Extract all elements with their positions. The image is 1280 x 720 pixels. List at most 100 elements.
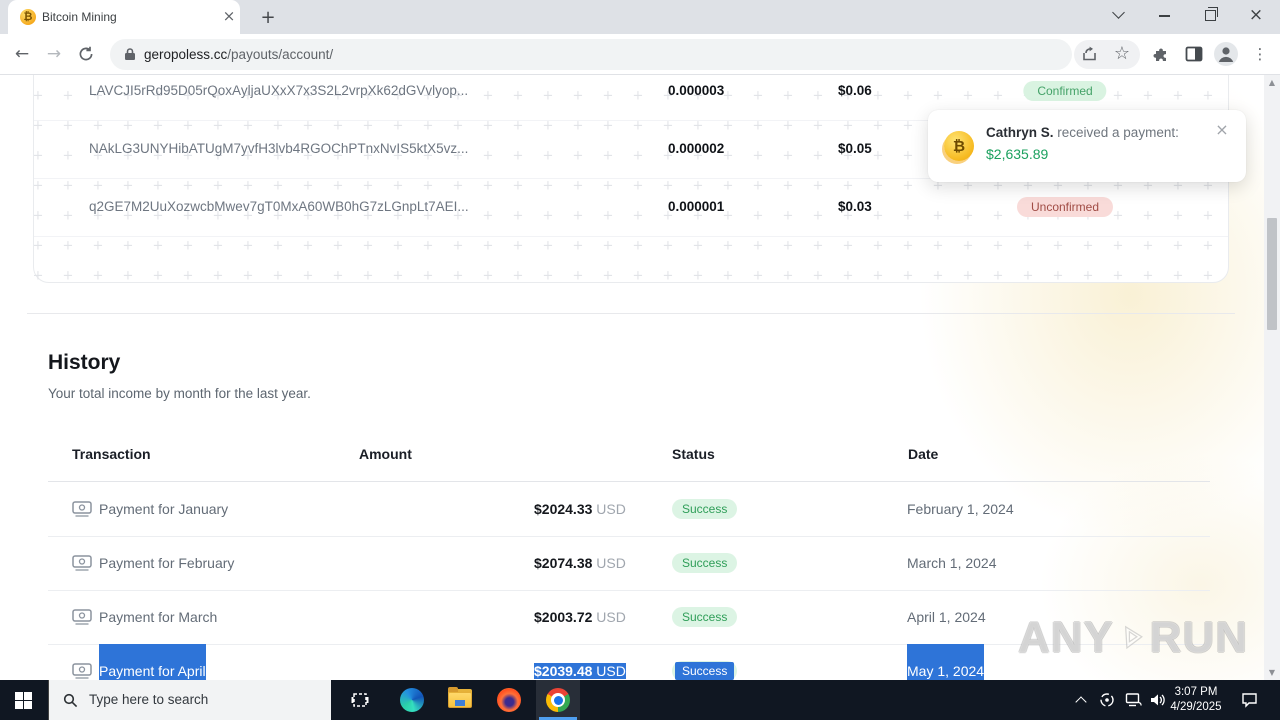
pattern-plus-icon: + (34, 118, 44, 134)
taskbar-edge-button[interactable] (390, 680, 434, 720)
pattern-plus-icon: + (572, 268, 584, 283)
notification-close-icon[interactable]: × (1215, 120, 1229, 139)
back-button[interactable]: ← (14, 44, 30, 64)
pattern-plus-icon: + (1052, 238, 1064, 254)
action-center-button[interactable] (1236, 680, 1262, 720)
pattern-plus-icon: + (362, 238, 374, 254)
pattern-plus-icon: + (662, 88, 674, 104)
pattern-plus-icon: + (1202, 178, 1214, 194)
pattern-plus-icon: + (902, 238, 914, 254)
browser-toolbar: ← → geropoless.cc/payouts/account/ ☆ ⋮ (0, 34, 1280, 75)
pattern-plus-icon: + (512, 88, 524, 104)
pattern-plus-icon: + (812, 118, 824, 134)
pattern-plus-icon: + (692, 208, 704, 224)
pattern-plus-icon: + (122, 208, 134, 224)
pattern-plus-icon: + (362, 88, 374, 104)
pattern-plus-icon: + (242, 178, 254, 194)
history-row[interactable]: Payment for March $2003.72 USD Success Apri… (48, 590, 1210, 644)
transaction-label: Payment for April (99, 644, 206, 680)
tab-close-icon[interactable]: × (222, 7, 236, 25)
address-bar[interactable]: geropoless.cc/payouts/account/ (110, 39, 1072, 70)
taskbar-chrome-button[interactable] (536, 680, 580, 720)
side-panel-icon[interactable] (1178, 34, 1210, 74)
browser-menu-icon[interactable]: ⋮ (1252, 45, 1268, 63)
pattern-plus-icon: + (182, 178, 194, 194)
bookmark-star-icon[interactable]: ☆ (1113, 43, 1131, 64)
pattern-plus-icon: + (842, 88, 854, 104)
pattern-plus-icon: + (572, 88, 584, 104)
amount-value: $2074.38 (534, 555, 593, 571)
pattern-plus-icon: + (242, 208, 254, 224)
pattern-plus-icon: + (572, 238, 584, 254)
tab-search-chevron-icon[interactable] (1101, 0, 1135, 30)
pattern-plus-icon: + (572, 178, 584, 194)
pattern-plus-icon: + (362, 208, 374, 224)
tray-app-icon[interactable] (1094, 680, 1120, 720)
pattern-plus-icon: + (752, 148, 764, 164)
tray-hidden-icons-button[interactable] (1068, 680, 1094, 720)
pattern-plus-icon: + (662, 148, 674, 164)
pattern-plus-icon: + (212, 238, 224, 254)
history-row[interactable]: Payment for January $2024.33 USD Success Fe… (48, 482, 1210, 536)
background-glow-2 (1040, 455, 1280, 680)
history-row[interactable]: Payment for April $2039.48 USD Success May … (48, 644, 1210, 680)
pattern-plus-icon: + (692, 268, 704, 283)
pattern-plus-icon: + (92, 88, 104, 104)
volume-icon[interactable] (1144, 680, 1170, 720)
pattern-plus-icon: + (34, 208, 44, 224)
window-restore-button[interactable] (1193, 0, 1227, 30)
pattern-plus-icon: + (482, 118, 494, 134)
task-view-button[interactable] (338, 680, 382, 720)
window-minimize-button[interactable] (1147, 0, 1181, 30)
browser-tab-bitcoin-mining[interactable]: ₿ Bitcoin Mining × (8, 0, 240, 34)
taskbar-firefox-button[interactable] (487, 680, 531, 720)
pattern-plus-icon: + (302, 208, 314, 224)
taskbar-search-input[interactable]: Type here to search (48, 680, 331, 720)
pattern-plus-icon: + (422, 208, 434, 224)
window-close-button[interactable]: × (1248, 5, 1264, 25)
amount-cell: $2039.48 USD (534, 644, 626, 680)
pattern-plus-icon: + (542, 118, 554, 134)
pattern-plus-icon: + (152, 118, 164, 134)
chevron-up-icon (1075, 696, 1087, 708)
pattern-plus-icon: + (122, 178, 134, 194)
new-tab-button[interactable]: + (260, 7, 276, 28)
taskbar-file-explorer-button[interactable] (438, 680, 482, 720)
pattern-plus-icon: + (842, 208, 854, 224)
share-button[interactable] (1074, 34, 1106, 74)
history-row[interactable]: Payment for February $2074.38 USD Success M… (48, 536, 1210, 590)
scrollbar[interactable]: ▲ ▼ (1264, 75, 1280, 680)
pattern-plus-icon: + (482, 88, 494, 104)
pattern-plus-icon: + (422, 148, 434, 164)
payout-row[interactable]: LAVCJI5rRd95D05rQoxAyljaUXxX7x3S2L2vrpXk… (34, 75, 1228, 113)
pattern-plus-icon: + (872, 238, 884, 254)
pattern-plus-icon: + (422, 88, 434, 104)
reload-button[interactable] (72, 34, 100, 74)
payout-row[interactable]: q2GE7M2UuXozwcbMwev7gT0MxA60WB0hG7zLGnpL… (34, 185, 1228, 229)
pattern-plus-icon: + (272, 118, 284, 134)
taskbar-clock[interactable]: 3:07 PM 4/29/2025 (1160, 685, 1232, 715)
pattern-plus-icon: + (602, 268, 614, 283)
pattern-plus-icon: + (302, 118, 314, 134)
scroll-down-icon[interactable]: ▼ (1268, 668, 1276, 677)
extensions-icon[interactable] (1146, 34, 1178, 74)
pattern-plus-icon: + (182, 238, 194, 254)
forward-button[interactable]: → (46, 44, 62, 64)
network-icon[interactable] (1120, 680, 1146, 720)
pattern-plus-icon: + (1202, 88, 1214, 104)
payout-row[interactable]: NAkLG3UNYHibATUgM7yvfH3lvb4RGOChPTnxNvIS… (34, 127, 1228, 171)
pattern-plus-icon: + (182, 208, 194, 224)
scrollbar-thumb[interactable] (1267, 218, 1277, 330)
success-badge: Success (672, 661, 738, 680)
pattern-plus-icon: + (542, 238, 554, 254)
pattern-plus-icon: + (452, 208, 464, 224)
pattern-plus-icon: + (692, 238, 704, 254)
pattern-plus-icon: + (692, 148, 704, 164)
history-title: History (48, 351, 121, 374)
amount-value: $2003.72 (534, 609, 593, 625)
profile-avatar[interactable] (1210, 34, 1242, 74)
scroll-up-icon[interactable]: ▲ (1268, 78, 1276, 87)
bitcoin-favicon-icon: ₿ (20, 9, 36, 25)
pattern-plus-icon: + (1052, 178, 1064, 194)
start-button[interactable] (0, 680, 48, 720)
